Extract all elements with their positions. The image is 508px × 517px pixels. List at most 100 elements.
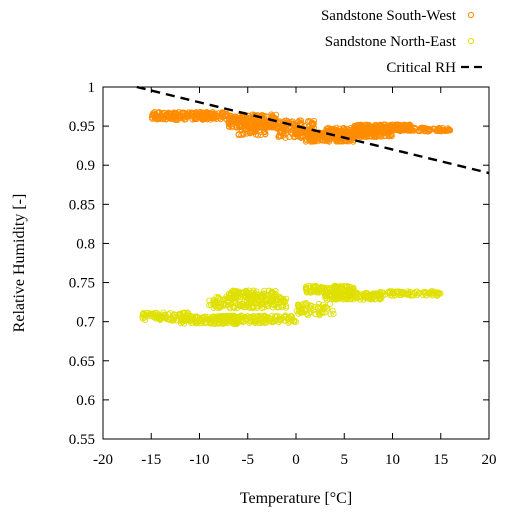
data-point xyxy=(192,115,199,123)
data-point xyxy=(166,110,173,117)
data-point xyxy=(307,288,314,295)
data-point xyxy=(336,289,343,296)
data-point xyxy=(279,124,286,132)
x-tick-label: -5 xyxy=(242,452,255,468)
data-point xyxy=(312,310,319,318)
data-point xyxy=(394,125,401,133)
x-tick-label: 5 xyxy=(341,452,349,468)
data-point xyxy=(413,288,420,295)
data-point xyxy=(157,115,164,122)
data-point xyxy=(351,123,358,130)
data-point xyxy=(350,285,357,292)
data-point xyxy=(258,293,265,300)
y-tick-label: 0.8 xyxy=(76,236,95,252)
data-point xyxy=(275,133,282,140)
x-tick-label: -10 xyxy=(190,452,210,468)
data-point xyxy=(155,115,162,122)
data-point xyxy=(225,123,233,130)
data-point xyxy=(284,316,291,323)
data-point xyxy=(262,316,269,323)
data-point xyxy=(184,111,191,118)
data-point xyxy=(333,294,341,301)
data-point xyxy=(283,302,290,310)
data-point xyxy=(139,315,146,322)
data-point xyxy=(404,127,412,134)
data-point xyxy=(444,127,451,134)
data-point xyxy=(365,295,372,302)
data-point xyxy=(309,283,316,290)
data-point xyxy=(207,316,214,323)
data-point xyxy=(293,122,300,129)
data-point xyxy=(330,310,337,317)
axis-ticks: -20 -15 -10 -5 0 5 10 15 20 0.55 0.6 0.65 0.7 0.75 0.8… xyxy=(69,80,497,468)
data-point xyxy=(299,309,307,316)
data-point xyxy=(408,127,415,134)
data-point xyxy=(211,301,218,308)
data-point xyxy=(318,308,325,315)
data-point xyxy=(227,294,234,301)
data-point xyxy=(436,124,443,132)
data-point xyxy=(323,292,331,299)
data-point xyxy=(400,290,407,297)
data-point xyxy=(269,289,276,296)
data-point xyxy=(415,127,422,134)
data-point xyxy=(445,126,452,133)
data-point xyxy=(425,128,432,135)
data-point xyxy=(380,124,388,131)
data-point xyxy=(255,121,262,128)
data-point xyxy=(410,127,417,134)
data-point xyxy=(364,121,371,128)
data-point xyxy=(176,311,183,318)
data-point xyxy=(263,121,270,128)
data-point xyxy=(241,121,248,128)
data-point xyxy=(422,126,429,133)
data-point xyxy=(390,125,398,132)
data-point xyxy=(189,116,196,123)
data-point xyxy=(395,125,402,132)
data-point xyxy=(251,128,259,135)
data-point xyxy=(273,313,280,320)
data-point xyxy=(308,302,315,309)
data-point xyxy=(259,299,266,306)
data-point xyxy=(423,292,430,299)
data-point xyxy=(243,130,250,137)
data-point xyxy=(163,111,170,118)
data-point xyxy=(210,115,217,122)
data-point xyxy=(317,304,324,311)
data-point xyxy=(333,290,340,297)
y-tick-label: 0.9 xyxy=(76,158,95,174)
x-tick-label: 15 xyxy=(433,452,448,468)
data-point xyxy=(215,294,222,301)
data-point xyxy=(217,116,224,123)
data-point xyxy=(373,290,380,297)
data-point xyxy=(358,127,365,134)
data-point xyxy=(433,291,440,298)
data-point xyxy=(323,296,330,303)
y-tick-label: 0.7 xyxy=(76,315,95,331)
data-point xyxy=(256,124,263,131)
data-point xyxy=(237,298,244,306)
data-point xyxy=(276,313,283,320)
data-point xyxy=(237,312,244,319)
data-point xyxy=(291,134,298,141)
y-tick-label: 1 xyxy=(88,80,96,96)
x-axis-title: Temperature [°C] xyxy=(240,490,352,507)
data-point xyxy=(288,317,295,324)
data-point xyxy=(258,301,265,308)
data-point xyxy=(211,320,218,327)
data-point xyxy=(314,138,321,145)
data-point xyxy=(240,125,247,132)
data-point xyxy=(316,285,323,292)
data-point xyxy=(288,313,295,320)
data-point xyxy=(191,109,198,117)
data-point xyxy=(262,293,269,300)
data-point xyxy=(322,132,329,139)
data-point xyxy=(236,123,243,130)
data-point xyxy=(199,314,206,321)
data-point xyxy=(362,293,369,301)
data-point xyxy=(303,299,310,306)
x-tick-label: 20 xyxy=(482,452,497,468)
data-point xyxy=(307,138,314,145)
data-point xyxy=(231,318,239,325)
data-point xyxy=(245,299,253,306)
